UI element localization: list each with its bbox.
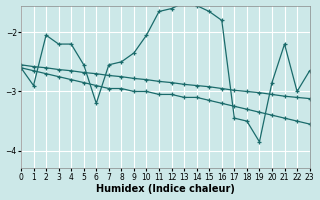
X-axis label: Humidex (Indice chaleur): Humidex (Indice chaleur) — [96, 184, 235, 194]
